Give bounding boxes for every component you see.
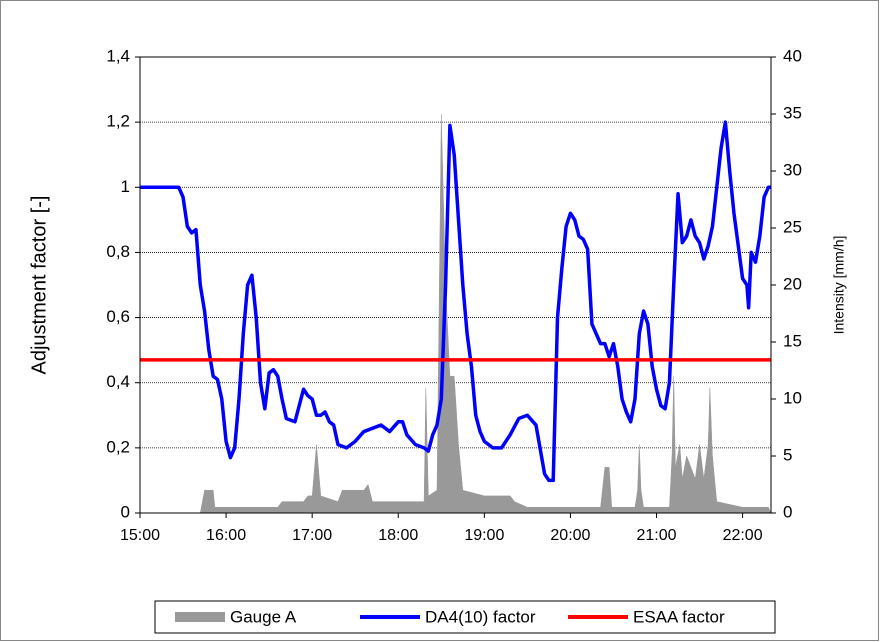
- x-tick-label: 17:00: [292, 527, 332, 544]
- y2-tick-label: 15: [783, 331, 802, 350]
- plot-border: [139, 56, 772, 514]
- legend-label: DA4(10) factor: [425, 607, 536, 626]
- x-tick-label: 19:00: [464, 527, 504, 544]
- y2-tick-label: 10: [783, 388, 802, 407]
- y-tick-label: 1,4: [106, 46, 130, 65]
- y-tick-label: 0,6: [106, 307, 130, 326]
- x-tick-label: 15:00: [120, 527, 160, 544]
- legend-label: Gauge A: [230, 607, 297, 626]
- y2-tick-label: 30: [783, 160, 802, 179]
- y2-tick-label: 20: [783, 274, 802, 293]
- y2-axis-label: Intensity [mm/h]: [831, 236, 847, 335]
- y2-tick-label: 5: [783, 445, 792, 464]
- legend-key: [175, 612, 225, 622]
- x-tick-label: 20:00: [550, 527, 590, 544]
- x-tick-label: 16:00: [206, 527, 246, 544]
- y-tick-label: 1: [121, 177, 130, 196]
- y-tick-label: 1,2: [106, 112, 130, 131]
- y2-tick-label: 40: [783, 46, 802, 65]
- y2-tick-label: 25: [783, 217, 802, 236]
- x-tick-label: 22:00: [723, 527, 763, 544]
- y-tick-label: 0,4: [106, 372, 130, 391]
- rain-area: [140, 113, 772, 514]
- y2-tick-label: 0: [783, 502, 792, 521]
- y-axis-label: Adjustment factor [-]: [28, 196, 50, 375]
- legend-box: [154, 600, 776, 634]
- y-tick-label: 0: [121, 502, 130, 521]
- series-line: [140, 120, 771, 483]
- y-tick-label: 0,2: [106, 437, 130, 456]
- x-tick-label: 18:00: [378, 527, 418, 544]
- y-tick-label: 0,8: [106, 242, 130, 261]
- y2-tick-label: 35: [783, 103, 802, 122]
- x-tick-label: 21:00: [636, 527, 676, 544]
- legend-label: ESAA factor: [633, 607, 725, 626]
